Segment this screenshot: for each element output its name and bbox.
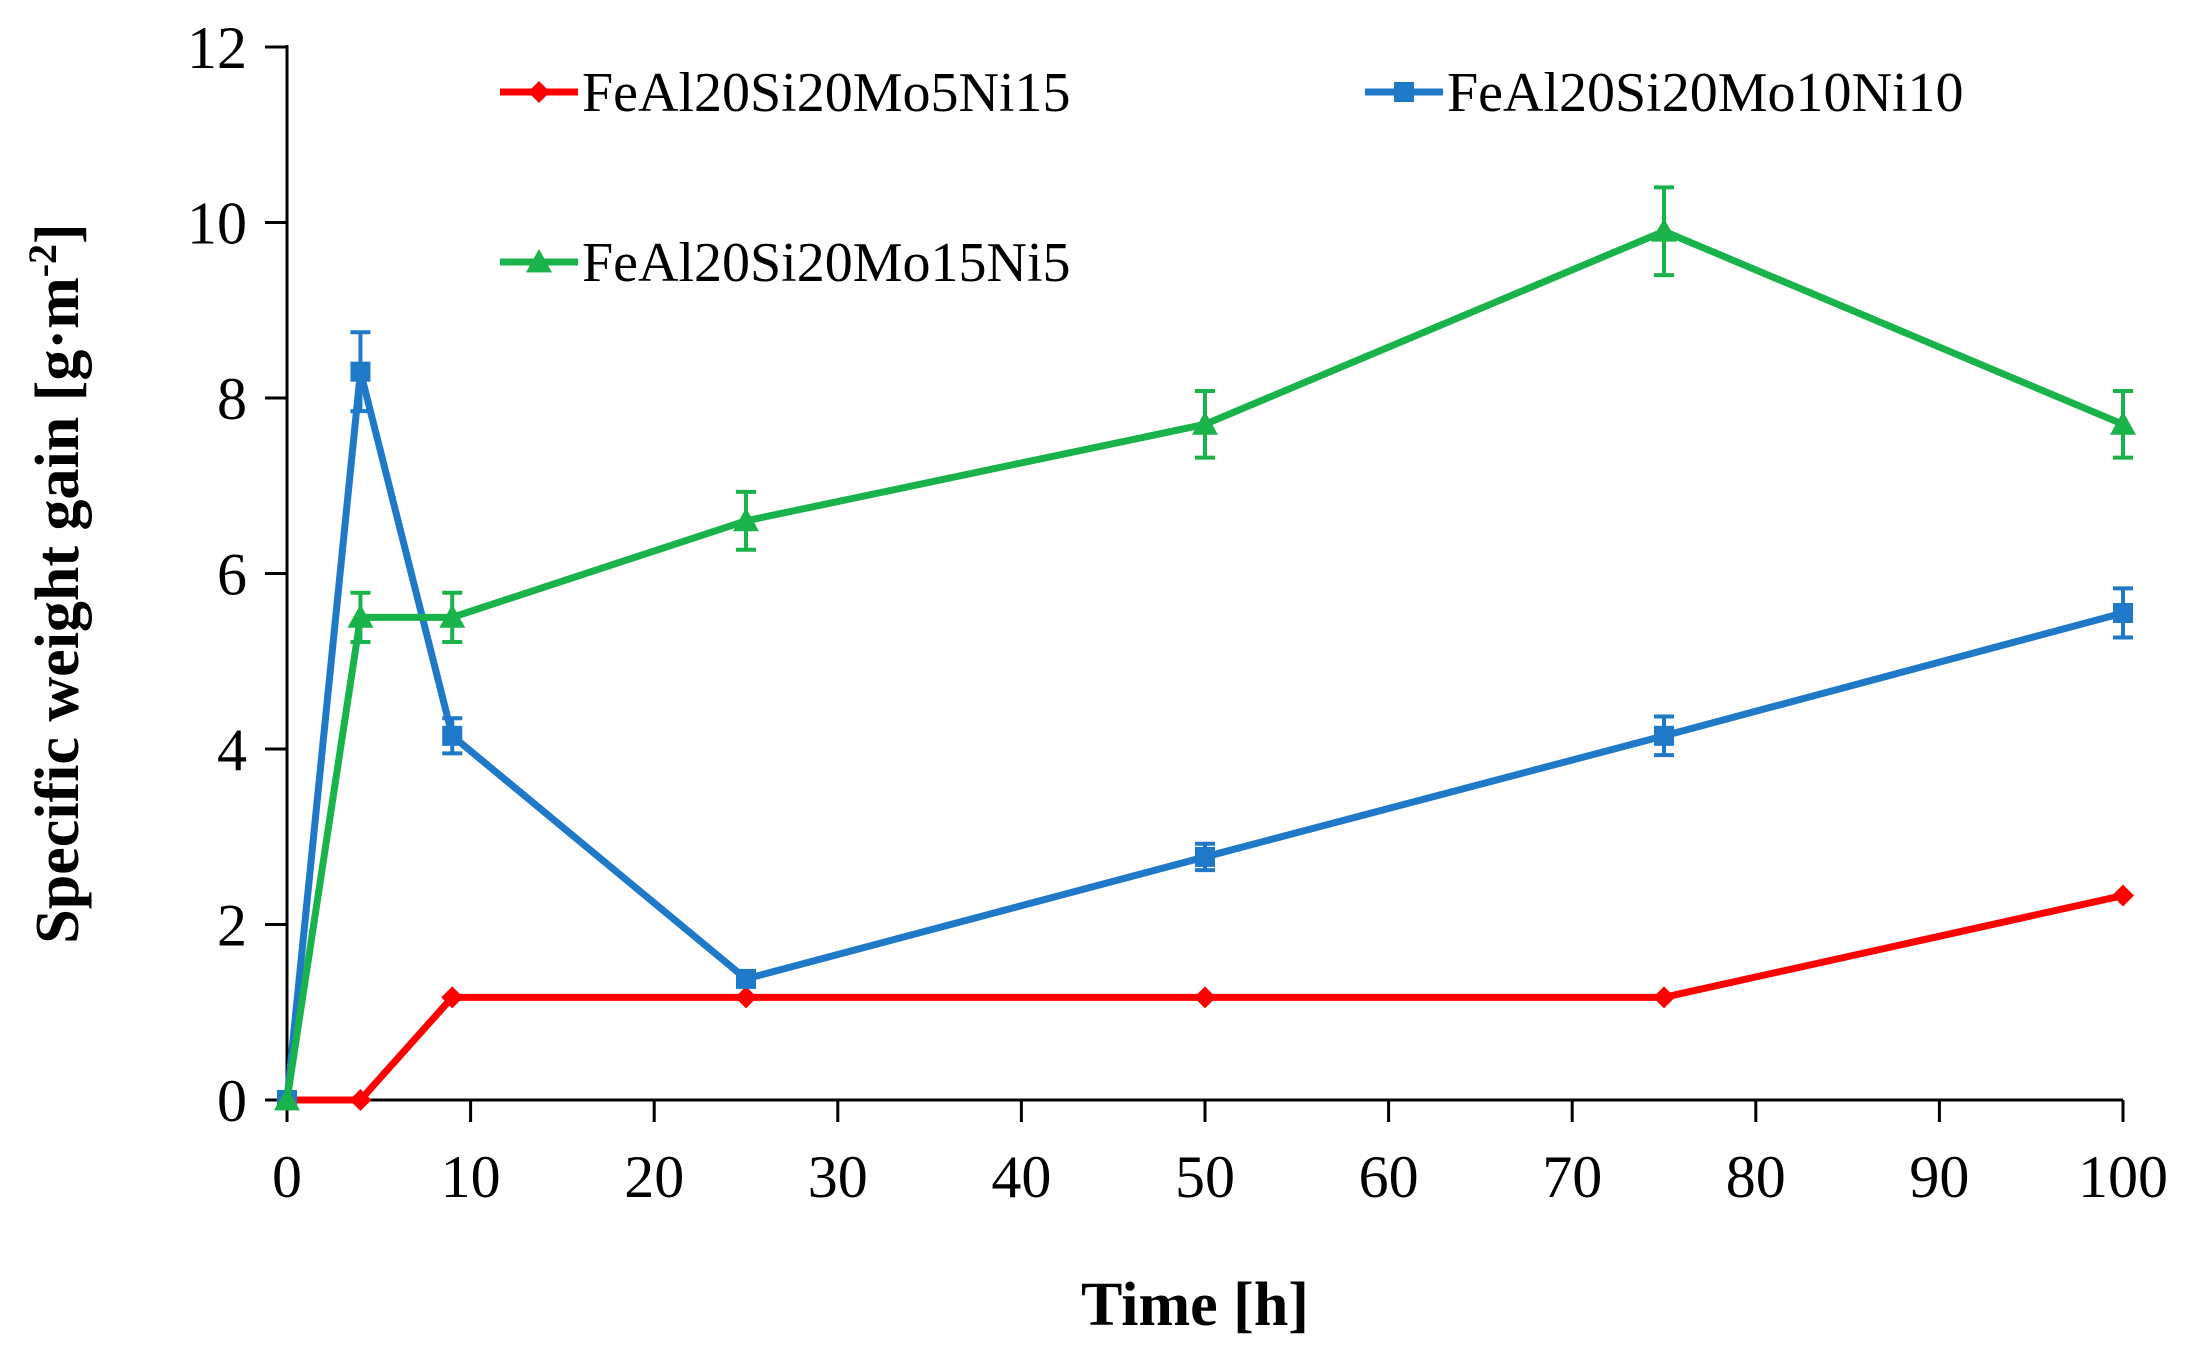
data-point-square (1394, 82, 1414, 102)
data-point-triangle (733, 507, 759, 532)
data-point-diamond (441, 986, 464, 1009)
x-tick-group: 0 10 20 30 40 50 60 70 80 90 100 (272, 1100, 2168, 1210)
y-tick-label: 8 (217, 366, 247, 432)
data-point-diamond (1194, 986, 1216, 1009)
y-tick-group: 0 2 4 6 8 10 12 (187, 15, 287, 1134)
data-point-square (2113, 602, 2133, 623)
legend-entry: FeAl20Si20Mo15Ni5 (500, 232, 1071, 294)
legend-entry: FeAl20Si20Mo5Ni15 (500, 62, 1071, 124)
y-tick-label: 12 (187, 15, 247, 81)
legend-label: FeAl20Si20Mo10Ni10 (1447, 62, 1964, 124)
y-axis-title: Specific weight gain [g·m-2] (20, 223, 92, 943)
series-FeAl20Si20Mo5Ni15 (276, 884, 2134, 1111)
x-tick-label: 100 (2078, 1144, 2168, 1210)
data-point-triangle (439, 604, 466, 628)
data-point-diamond (349, 1089, 372, 1111)
y-tick-label: 0 (217, 1068, 247, 1134)
data-point-square (442, 725, 463, 746)
data-point-diamond (1653, 986, 1675, 1009)
legend-entry: FeAl20Si20Mo10Ni10 (1365, 62, 1964, 124)
y-tick-label: 6 (217, 542, 247, 608)
x-tick-label: 70 (1542, 1144, 1602, 1210)
y-axis-title-superscript: -2 (20, 244, 65, 277)
y-axis-title-main: Specific weight gain [g·m (24, 277, 92, 943)
x-tick-label: 10 (441, 1144, 501, 1210)
series-layer (274, 185, 2136, 1111)
y-axis-title-suffix: ] (24, 223, 92, 244)
data-point-triangle (526, 249, 552, 273)
legend-label: FeAl20Si20Mo15Ni5 (582, 232, 1071, 294)
y-tick-label: 4 (217, 717, 247, 783)
data-point-triangle (2110, 411, 2136, 435)
data-point-triangle (1192, 411, 1218, 435)
x-tick-label: 0 (272, 1144, 302, 1210)
data-point-square (1654, 725, 1674, 746)
x-tick-label: 60 (1359, 1144, 1419, 1210)
x-tick-label: 80 (1726, 1144, 1786, 1210)
data-point-diamond (735, 986, 757, 1009)
x-tick-label: 40 (991, 1144, 1051, 1210)
x-tick-label: 30 (808, 1144, 868, 1210)
data-point-diamond (2112, 884, 2134, 907)
x-axis-title: Time [h] (1081, 1271, 1309, 1339)
x-tick-label: 90 (1909, 1144, 1969, 1210)
data-point-diamond (528, 81, 550, 103)
x-tick-label: 20 (624, 1144, 684, 1210)
data-point-triangle (274, 1087, 300, 1111)
data-point-triangle (347, 604, 374, 628)
data-point-square (350, 361, 371, 382)
x-tick-label: 50 (1175, 1144, 1235, 1210)
y-tick-label: 2 (217, 893, 247, 959)
series-FeAl20Si20Mo15Ni5 (274, 185, 2136, 1111)
axes (267, 45, 2123, 1102)
y-tick-label: 10 (187, 191, 247, 257)
data-point-square (736, 968, 756, 989)
data-point-square (1195, 846, 1215, 867)
series-FeAl20Si20Mo10Ni10 (277, 330, 2133, 1110)
legend: FeAl20Si20Mo5Ni15 FeAl20Si20Mo10Ni10 FeAl2… (500, 62, 1964, 294)
data-point-triangle (1651, 218, 1677, 242)
series-line (283, 227, 2125, 1101)
legend-label: FeAl20Si20Mo5Ni15 (582, 62, 1071, 124)
